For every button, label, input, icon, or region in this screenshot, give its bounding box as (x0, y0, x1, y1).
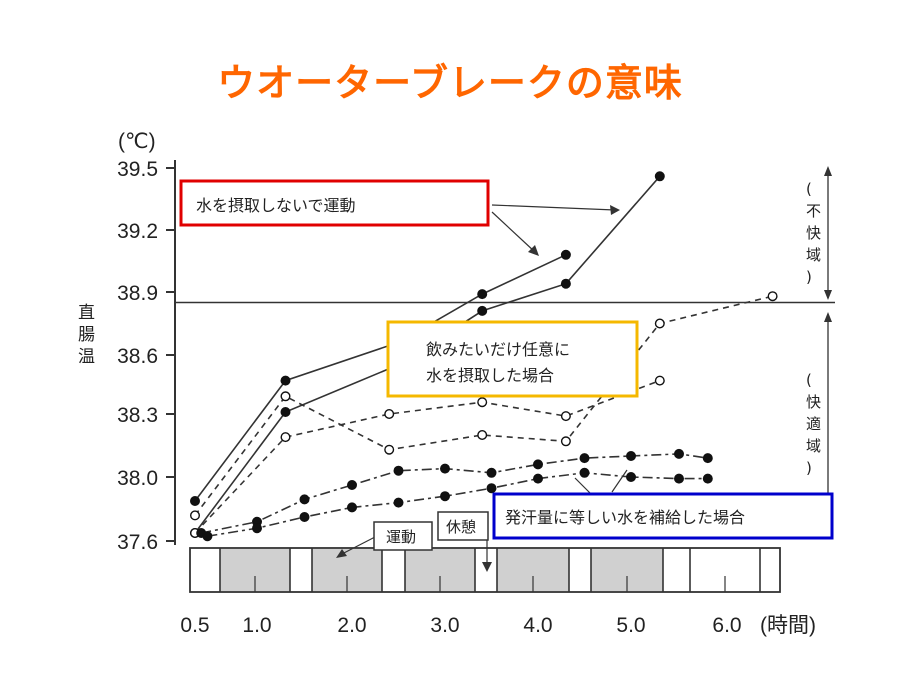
series-6-point (674, 473, 685, 484)
phase-label-rest: 休憩 (446, 518, 476, 536)
x-unit-label: (時間) (760, 614, 816, 637)
y-tick-label: 37.6 (117, 531, 158, 554)
y-tick-label: 39.2 (117, 220, 158, 243)
series-1-point (189, 496, 200, 507)
annotation-free-drinking-line2: 水を摂取した場合 (426, 366, 554, 385)
series-6-point (347, 502, 358, 513)
series-2-point (654, 171, 665, 182)
y-tick-label: 39.5 (117, 158, 158, 181)
annotation-box-matched-water (492, 492, 834, 540)
series-5-point (674, 448, 685, 459)
series-5-point (299, 494, 310, 505)
series-6-line (207, 471, 708, 537)
series-2-point (560, 278, 571, 289)
series-6-point (251, 523, 262, 534)
series-6-point (579, 467, 590, 478)
series-4-point (280, 432, 291, 443)
series-5-point (533, 459, 544, 470)
series-5-point (579, 453, 590, 464)
series-5-point (702, 453, 713, 464)
series-4-point (384, 409, 395, 420)
annotation-no-water: 水を摂取しないで運動 (196, 196, 356, 215)
series-1-point (560, 249, 571, 260)
series-4-line (194, 379, 661, 534)
slide-title: ウオーターブレークの意味 (217, 61, 683, 105)
series-5-line (201, 453, 708, 534)
series-4-point (477, 397, 488, 408)
series-6-point (440, 491, 451, 502)
arrow-head-down-icon (824, 290, 832, 300)
activity-timeline (189, 547, 781, 593)
series-3-point (189, 510, 200, 521)
series-3-point (477, 430, 488, 441)
x-tick-label: 4.0 (523, 614, 552, 637)
series-4-point (560, 411, 571, 422)
y-ticks: 37.6 38.0 38.3 38.6 38.9 39.2 39.5 (117, 158, 175, 554)
block-stubs (254, 576, 726, 592)
block-dividers (219, 548, 761, 592)
y-tick-label: 38.3 (117, 404, 158, 427)
x-tick-label: 2.0 (337, 614, 366, 637)
series-3-point (654, 318, 665, 329)
annotation-free-drinking-line1: 飲みたいだけ任意に (426, 340, 570, 359)
series-5-point (486, 467, 497, 478)
x-ticks: 0.5 1.0 2.0 3.0 4.0 5.0 6.0 (180, 614, 741, 637)
annotation-box-no-water (179, 179, 490, 227)
series-6-point (299, 512, 310, 523)
series-3-point (384, 444, 395, 455)
x-tick-label: 1.0 (242, 614, 271, 637)
x-tick-label: 6.0 (712, 614, 741, 637)
arrow-head-up-icon (824, 312, 832, 322)
series-6-point (202, 531, 213, 542)
series-6-point (486, 483, 497, 494)
x-tick-label: 5.0 (616, 614, 645, 637)
series-2-point (280, 407, 291, 418)
series-1-point (477, 289, 488, 300)
series-5-point (626, 451, 637, 462)
zone-label-comfort: (快適域) (806, 371, 821, 477)
zones: (不快域) (快適域) (806, 166, 832, 536)
phase-label-box-rest (437, 511, 489, 541)
series-3-point (560, 436, 571, 447)
series-points (189, 171, 778, 542)
series-5-point (440, 463, 451, 474)
phase-label-box-exercise (373, 521, 433, 551)
arrow-head-up-icon (824, 166, 832, 176)
y-unit-label: (℃) (118, 130, 156, 153)
y-tick-label: 38.0 (117, 467, 158, 490)
y-tick-label: 38.6 (117, 345, 158, 368)
series-2-point (477, 305, 488, 316)
zone-label-discomfort: (不快域) (806, 180, 821, 286)
series-6-point (533, 473, 544, 484)
series-3-point (280, 391, 291, 402)
series-4-point (654, 375, 665, 386)
y-axis-title: 直腸温 (78, 303, 95, 367)
series-5-point (393, 465, 404, 476)
phase-label-exercise: 運動 (386, 528, 416, 546)
series-6-point (702, 473, 713, 484)
series-6-point (393, 497, 404, 508)
series-1-point (280, 375, 291, 386)
y-tick-label: 38.9 (117, 282, 158, 305)
series-3-point (767, 291, 778, 302)
annotation-matched-water: 発汗量に等しい水を補給した場合 (505, 508, 745, 527)
series-6-point (626, 472, 637, 483)
series-5-point (347, 480, 358, 491)
x-tick-label: 3.0 (430, 614, 459, 637)
annotation-box-free-drinking (386, 320, 639, 398)
x-tick-label: 0.5 (180, 614, 209, 637)
